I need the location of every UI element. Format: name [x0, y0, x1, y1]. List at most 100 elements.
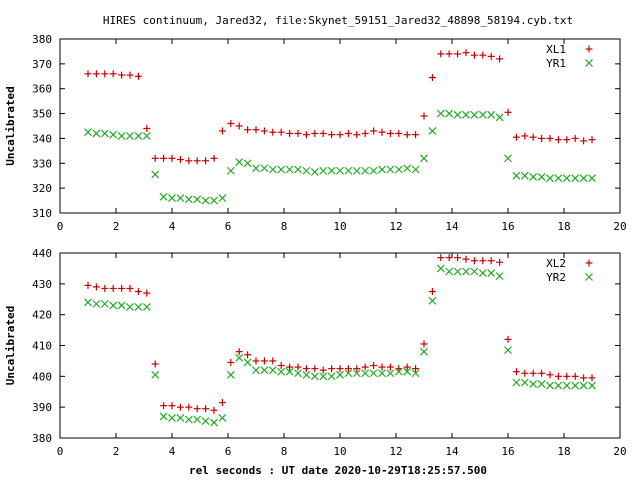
data-point — [310, 168, 319, 176]
data-point — [403, 164, 412, 173]
data-point — [520, 171, 529, 180]
data-point — [302, 370, 311, 379]
data-point — [487, 269, 496, 277]
data-point — [361, 166, 370, 175]
y-axis-label: Uncalibrated — [4, 86, 17, 165]
data-point — [562, 174, 571, 183]
data-point — [176, 156, 184, 164]
data-point — [310, 372, 319, 381]
data-point — [311, 365, 319, 373]
data-point — [151, 360, 159, 368]
data-point — [336, 166, 344, 175]
data-point — [420, 154, 428, 163]
y-tick-label: 360 — [32, 83, 52, 96]
data-point — [487, 257, 495, 265]
data-point — [504, 108, 512, 116]
data-point — [537, 380, 546, 388]
data-point — [117, 132, 126, 140]
data-point — [319, 166, 328, 175]
data-point — [134, 303, 143, 311]
x-tick-label: 12 — [389, 220, 402, 233]
data-point — [244, 351, 252, 359]
data-point — [302, 365, 310, 373]
data-point — [554, 136, 562, 144]
data-point — [277, 362, 285, 370]
data-point — [260, 164, 269, 173]
data-point — [588, 174, 596, 183]
data-point — [252, 164, 260, 173]
data-point — [327, 166, 336, 175]
data-point — [445, 109, 454, 118]
x-tick-label: 20 — [613, 220, 626, 233]
data-point — [420, 112, 428, 120]
x-tick-label: 10 — [333, 445, 346, 458]
data-point — [554, 381, 563, 390]
data-point — [176, 414, 185, 422]
data-point — [579, 174, 588, 183]
y-tick-label: 400 — [32, 370, 52, 383]
x-axis-label: rel seconds : UT date 2020-10-29T18:25:5… — [189, 464, 487, 477]
data-point — [218, 194, 227, 203]
data-point — [277, 128, 285, 136]
data-point — [185, 403, 193, 411]
data-point — [436, 264, 445, 273]
data-point — [538, 369, 546, 377]
data-point — [344, 129, 352, 137]
data-point — [260, 127, 268, 135]
data-point — [554, 372, 562, 380]
data-point — [479, 257, 487, 265]
x-tick-label: 20 — [613, 445, 626, 458]
data-point — [529, 369, 537, 377]
data-point — [496, 258, 504, 266]
legend-marker — [585, 45, 593, 53]
data-point — [134, 288, 142, 296]
data-point — [512, 378, 521, 387]
x-tick-label: 12 — [389, 445, 402, 458]
data-point — [210, 406, 218, 414]
data-point — [235, 122, 243, 130]
data-point — [470, 110, 479, 119]
data-point — [571, 381, 580, 390]
data-point — [403, 363, 411, 371]
data-point — [403, 131, 411, 139]
data-point — [168, 402, 176, 410]
data-point — [352, 369, 361, 378]
data-point — [126, 303, 134, 311]
data-point — [504, 154, 512, 163]
legend-label: XL1 — [546, 43, 566, 56]
data-point — [353, 131, 361, 139]
data-point — [252, 357, 260, 365]
data-point — [285, 367, 294, 376]
data-point — [202, 157, 210, 165]
data-point — [302, 166, 311, 175]
data-point — [470, 267, 479, 276]
data-point — [176, 194, 185, 203]
data-point — [252, 126, 260, 134]
data-point — [100, 299, 109, 308]
data-point — [386, 165, 395, 174]
x-tick-label: 8 — [281, 220, 288, 233]
data-point — [294, 363, 302, 371]
data-point — [142, 303, 151, 311]
data-point — [101, 70, 109, 78]
data-point — [142, 132, 151, 140]
y-tick-label: 380 — [32, 432, 52, 445]
data-point — [462, 255, 470, 263]
data-point — [269, 128, 277, 136]
data-point — [361, 363, 369, 371]
data-point — [285, 165, 294, 174]
data-point — [562, 381, 571, 390]
data-point — [210, 154, 218, 162]
data-point — [512, 368, 520, 376]
data-point — [218, 399, 226, 407]
data-point — [328, 131, 336, 139]
series-XL2 — [84, 254, 596, 414]
data-point — [394, 165, 403, 174]
data-point — [529, 133, 537, 141]
data-point — [370, 362, 378, 370]
x-tick-label: 4 — [169, 445, 176, 458]
data-point — [92, 70, 100, 78]
data-point — [479, 51, 487, 59]
data-point — [294, 369, 302, 378]
data-point — [529, 380, 538, 388]
